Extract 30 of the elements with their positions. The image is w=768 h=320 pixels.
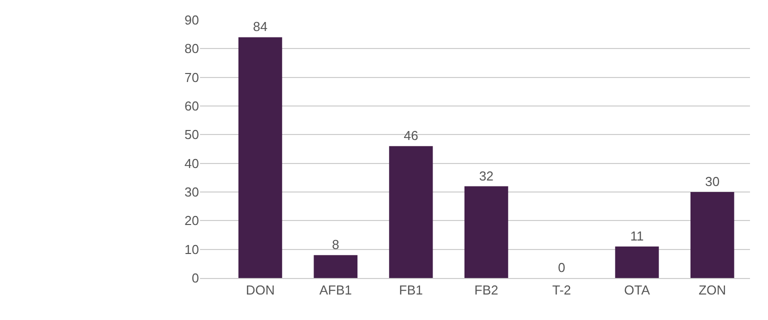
- bar: [464, 186, 508, 278]
- y-tick-label: 80: [184, 41, 199, 56]
- x-tick-label: FB1: [399, 282, 423, 298]
- bar: [314, 255, 358, 278]
- x-tick-label: AFB1: [319, 282, 352, 298]
- y-tick-label: 20: [184, 213, 199, 228]
- y-tick-label: 50: [184, 127, 199, 142]
- bar: [615, 246, 659, 278]
- bar: [690, 192, 734, 278]
- y-tick-label: 0: [192, 270, 199, 286]
- data-label: 84: [253, 19, 268, 34]
- x-tick-label: FB2: [474, 282, 498, 298]
- x-tick-label: DON: [246, 282, 275, 298]
- y-tick-label: 30: [184, 184, 199, 200]
- y-tick-label: 60: [184, 98, 199, 114]
- y-tick-label: 90: [184, 12, 199, 28]
- x-tick-label: T-2: [552, 282, 572, 298]
- data-label: 8: [332, 237, 340, 252]
- bar: [238, 37, 282, 278]
- data-label: 0: [558, 260, 566, 275]
- y-tick-label: 10: [184, 242, 199, 257]
- data-label: 11: [630, 228, 644, 244]
- data-label: 46: [404, 128, 418, 144]
- y-tick-label: 40: [184, 156, 199, 171]
- data-label: 32: [479, 168, 494, 184]
- x-tick-label: ZON: [698, 282, 726, 298]
- x-tick-label: OTA: [624, 282, 650, 298]
- y-tick-label: 70: [184, 70, 199, 85]
- data-label: 30: [705, 174, 720, 189]
- bar: [389, 146, 433, 278]
